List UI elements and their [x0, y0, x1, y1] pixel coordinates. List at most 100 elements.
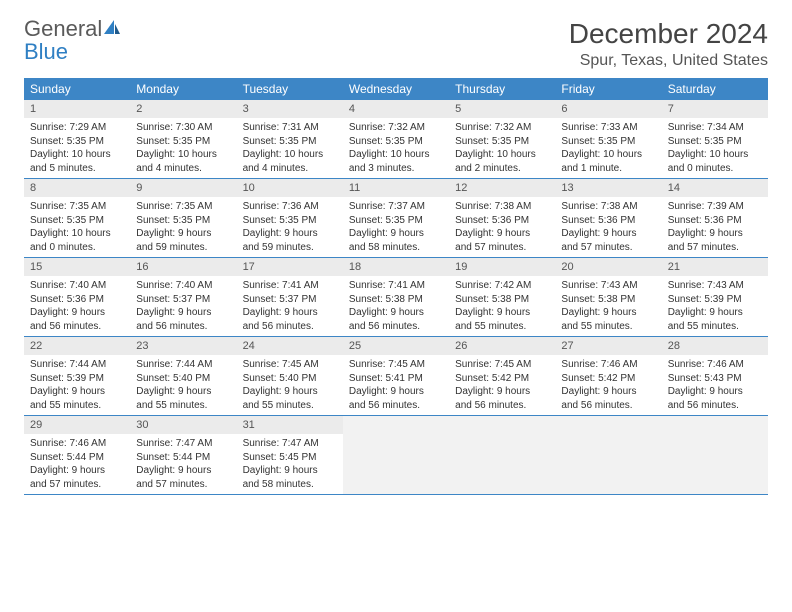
day-info: Sunrise: 7:47 AMSunset: 5:44 PMDaylight:… [130, 434, 236, 494]
day-header: Tuesday [237, 78, 343, 100]
calendar-cell: 5Sunrise: 7:32 AMSunset: 5:35 PMDaylight… [449, 100, 555, 178]
sunset-text: Sunset: 5:42 PM [561, 372, 655, 386]
sunset-text: Sunset: 5:35 PM [561, 135, 655, 149]
sunset-text: Sunset: 5:36 PM [668, 214, 762, 228]
calendar-cell: 28Sunrise: 7:46 AMSunset: 5:43 PMDayligh… [662, 337, 768, 415]
daylight-text: Daylight: 9 hours and 55 minutes. [136, 385, 230, 412]
sunset-text: Sunset: 5:44 PM [30, 451, 124, 465]
daylight-text: Daylight: 10 hours and 0 minutes. [668, 148, 762, 175]
daylight-text: Daylight: 10 hours and 2 minutes. [455, 148, 549, 175]
sunrise-text: Sunrise: 7:44 AM [136, 358, 230, 372]
daylight-text: Daylight: 9 hours and 55 minutes. [30, 385, 124, 412]
sunset-text: Sunset: 5:36 PM [561, 214, 655, 228]
calendar-cell: 6Sunrise: 7:33 AMSunset: 5:35 PMDaylight… [555, 100, 661, 178]
daylight-text: Daylight: 10 hours and 4 minutes. [243, 148, 337, 175]
sunrise-text: Sunrise: 7:32 AM [455, 121, 549, 135]
day-number: 6 [555, 100, 661, 118]
sunrise-text: Sunrise: 7:45 AM [455, 358, 549, 372]
day-number: 20 [555, 258, 661, 276]
day-info: Sunrise: 7:34 AMSunset: 5:35 PMDaylight:… [662, 118, 768, 178]
daylight-text: Daylight: 9 hours and 58 minutes. [243, 464, 337, 491]
sunset-text: Sunset: 5:39 PM [668, 293, 762, 307]
daylight-text: Daylight: 10 hours and 4 minutes. [136, 148, 230, 175]
sunrise-text: Sunrise: 7:32 AM [349, 121, 443, 135]
day-header: Sunday [24, 78, 130, 100]
day-info: Sunrise: 7:39 AMSunset: 5:36 PMDaylight:… [662, 197, 768, 257]
sunset-text: Sunset: 5:36 PM [30, 293, 124, 307]
day-info: Sunrise: 7:37 AMSunset: 5:35 PMDaylight:… [343, 197, 449, 257]
sunrise-text: Sunrise: 7:47 AM [243, 437, 337, 451]
daylight-text: Daylight: 9 hours and 56 minutes. [668, 385, 762, 412]
calendar-cell: 25 Sunrise: 7:45 AMSunset: 5:41 PMDayligh… [343, 337, 449, 415]
sunrise-text: Sunrise: 7:46 AM [561, 358, 655, 372]
calendar-week: 15Sunrise: 7:40 AMSunset: 5:36 PMDayligh… [24, 258, 768, 337]
sunrise-text: Sunrise: 7:38 AM [561, 200, 655, 214]
day-number: 25 [343, 337, 449, 355]
calendar-cell: 29Sunrise: 7:46 AMSunset: 5:44 PMDayligh… [24, 416, 130, 494]
day-number: 17 [237, 258, 343, 276]
daylight-text: Daylight: 9 hours and 56 minutes. [349, 306, 443, 333]
sunrise-text: Sunrise: 7:44 AM [30, 358, 124, 372]
logo-sail-icon [102, 18, 122, 41]
daylight-text: Daylight: 9 hours and 57 minutes. [561, 227, 655, 254]
calendar-cell-empty [343, 416, 449, 494]
day-info: Sunrise: 7:32 AMSunset: 5:35 PMDaylight:… [343, 118, 449, 178]
logo-word-2: Blue [24, 39, 68, 64]
sunrise-text: Sunrise: 7:30 AM [136, 121, 230, 135]
page-title: December 2024 [569, 18, 768, 50]
day-info: Sunrise: 7:44 AMSunset: 5:40 PMDaylight:… [130, 355, 236, 415]
calendar-cell: 7Sunrise: 7:34 AMSunset: 5:35 PMDaylight… [662, 100, 768, 178]
calendar-cell-empty [449, 416, 555, 494]
sunset-text: Sunset: 5:40 PM [136, 372, 230, 386]
sunset-text: Sunset: 5:42 PM [455, 372, 549, 386]
calendar-cell: 13Sunrise: 7:38 AMSunset: 5:36 PMDayligh… [555, 179, 661, 257]
location-text: Spur, Texas, United States [569, 52, 768, 70]
sunset-text: Sunset: 5:35 PM [349, 214, 443, 228]
sunset-text: Sunset: 5:41 PM [349, 372, 443, 386]
daylight-text: Daylight: 9 hours and 57 minutes. [455, 227, 549, 254]
calendar-cell: 31Sunrise: 7:47 AMSunset: 5:45 PMDayligh… [237, 416, 343, 494]
day-header-row: Sunday Monday Tuesday Wednesday Thursday… [24, 78, 768, 100]
sunrise-text: Sunrise: 7:31 AM [243, 121, 337, 135]
sunset-text: Sunset: 5:35 PM [136, 135, 230, 149]
sunrise-text: Sunrise: 7:45 AM [349, 358, 443, 372]
sunrise-text: Sunrise: 7:38 AM [455, 200, 549, 214]
day-info: Sunrise: 7:45 AMSunset: 5:40 PMDaylight:… [237, 355, 343, 415]
sunrise-text: Sunrise: 7:39 AM [668, 200, 762, 214]
sunrise-text: Sunrise: 7:40 AM [136, 279, 230, 293]
daylight-text: Daylight: 9 hours and 56 minutes. [30, 306, 124, 333]
sunset-text: Sunset: 5:45 PM [243, 451, 337, 465]
day-number: 7 [662, 100, 768, 118]
calendar-cell: 21Sunrise: 7:43 AMSunset: 5:39 PMDayligh… [662, 258, 768, 336]
calendar-cell: 9Sunrise: 7:35 AMSunset: 5:35 PMDaylight… [130, 179, 236, 257]
sunset-text: Sunset: 5:40 PM [243, 372, 337, 386]
day-header: Wednesday [343, 78, 449, 100]
day-info: Sunrise: 7:36 AMSunset: 5:35 PMDaylight:… [237, 197, 343, 257]
sunset-text: Sunset: 5:38 PM [455, 293, 549, 307]
day-number: 21 [662, 258, 768, 276]
header: General Blue December 2024 Spur, Texas, … [24, 18, 768, 70]
daylight-text: Daylight: 9 hours and 56 minutes. [243, 306, 337, 333]
day-info: Sunrise: 7:30 AMSunset: 5:35 PMDaylight:… [130, 118, 236, 178]
daylight-text: Daylight: 9 hours and 58 minutes. [349, 227, 443, 254]
sunrise-text: Sunrise: 7:46 AM [668, 358, 762, 372]
sunset-text: Sunset: 5:43 PM [668, 372, 762, 386]
day-info: Sunrise: 7:38 AMSunset: 5:36 PMDaylight:… [449, 197, 555, 257]
daylight-text: Daylight: 9 hours and 56 minutes. [349, 385, 443, 412]
daylight-text: Daylight: 9 hours and 57 minutes. [668, 227, 762, 254]
calendar-cell: 22Sunrise: 7:44 AMSunset: 5:39 PMDayligh… [24, 337, 130, 415]
calendar-week: 29Sunrise: 7:46 AMSunset: 5:44 PMDayligh… [24, 416, 768, 495]
day-info: Sunrise: 7:35 AMSunset: 5:35 PMDaylight:… [24, 197, 130, 257]
day-info: Sunrise: 7:42 AMSunset: 5:38 PMDaylight:… [449, 276, 555, 336]
calendar-cell: 27Sunrise: 7:46 AMSunset: 5:42 PMDayligh… [555, 337, 661, 415]
day-header: Thursday [449, 78, 555, 100]
sunrise-text: Sunrise: 7:34 AM [668, 121, 762, 135]
calendar-cell: 2Sunrise: 7:30 AMSunset: 5:35 PMDaylight… [130, 100, 236, 178]
sunrise-text: Sunrise: 7:47 AM [136, 437, 230, 451]
sunrise-text: Sunrise: 7:40 AM [30, 279, 124, 293]
sunrise-text: Sunrise: 7:45 AM [243, 358, 337, 372]
day-number: 30 [130, 416, 236, 434]
sunrise-text: Sunrise: 7:46 AM [30, 437, 124, 451]
day-number: 8 [24, 179, 130, 197]
daylight-text: Daylight: 9 hours and 55 minutes. [668, 306, 762, 333]
